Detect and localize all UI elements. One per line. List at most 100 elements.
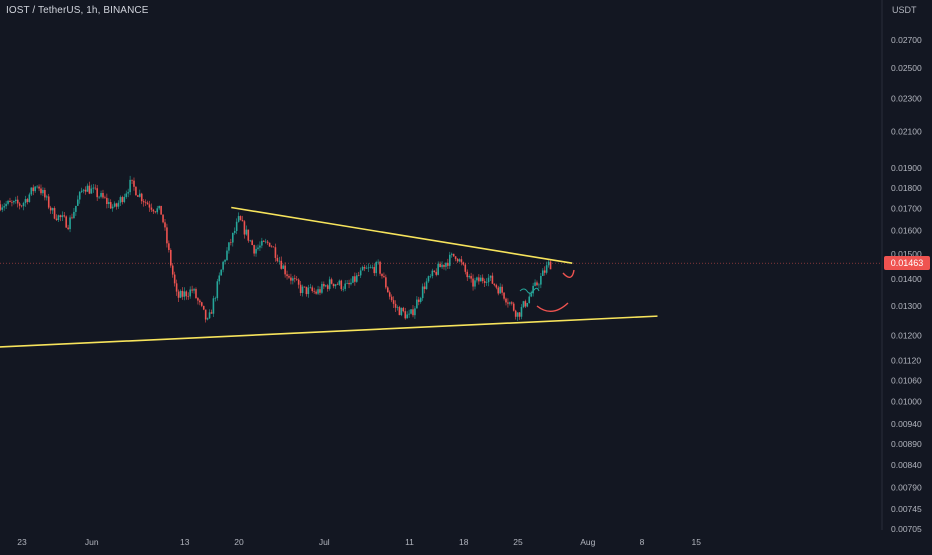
y-tick-label: 0.01800 [891,183,922,193]
candle [540,273,542,289]
candle [336,282,339,286]
candle [3,202,5,211]
candle [299,281,302,296]
y-tick-label: 0.01060 [891,375,922,385]
candle [232,232,234,247]
candle [154,211,157,214]
y-tick-label: 0.01700 [891,204,922,214]
candle [284,262,286,278]
candle [538,282,540,289]
candle [371,264,374,270]
candle [34,185,36,193]
candle [216,278,219,301]
candle [433,270,436,273]
candle [164,218,166,231]
candle [88,181,91,195]
candle [514,309,517,320]
candle [84,186,87,195]
candle [264,238,267,244]
candle [356,272,358,283]
candle [175,279,178,296]
candle [402,306,405,313]
candle [20,205,23,208]
candle [549,259,552,270]
candle [338,279,341,287]
candle [104,195,106,199]
x-tick-label: Jul [319,537,330,547]
candle [140,192,143,205]
candle [545,261,548,275]
candle [509,301,511,306]
candle [361,265,364,271]
candle [452,253,455,257]
candle [201,301,203,308]
candle [429,274,432,279]
candle [485,278,488,286]
candle [222,260,224,273]
y-tick-label: 0.01300 [891,301,922,311]
candle [354,272,356,286]
candle [292,276,294,285]
candle [214,296,217,302]
candle [443,264,445,270]
candle [495,283,498,290]
candle [497,285,500,296]
candle [483,278,486,288]
candle [212,295,215,317]
hand-drawn-scribble[interactable] [519,287,540,294]
candle [326,283,329,292]
candle [42,187,44,197]
candle [220,269,222,276]
candle [392,296,395,309]
candle [7,199,9,206]
trendline-lower[interactable] [0,315,658,349]
trendline-upper[interactable] [231,206,573,264]
x-tick-label: 18 [459,537,469,547]
candle [187,292,190,300]
candle [414,306,416,319]
candle [108,198,110,209]
candle [173,271,176,287]
candle [268,242,271,247]
candle [113,201,116,208]
candle [251,239,253,246]
candle [257,244,259,251]
candle [396,305,399,311]
candle [239,215,242,221]
candle [16,195,19,208]
candle [181,287,184,300]
candle [342,286,345,292]
candle [15,196,17,204]
candle [243,220,246,239]
x-tick-label: 11 [405,537,414,547]
candle [295,275,298,281]
drawings[interactable] [0,206,658,350]
candle [441,261,443,270]
candle [32,184,35,196]
candle [522,300,525,309]
candle [171,263,174,278]
candle [38,184,40,192]
candle [419,296,422,304]
y-tick-label: 0.00705 [891,524,922,534]
candle [350,278,352,286]
candle [1,204,4,213]
x-tick-label: Jun [85,537,99,547]
hand-drawn-arc[interactable] [536,302,569,312]
candle [512,301,515,312]
candle [390,294,393,303]
candle [412,305,414,318]
candle [94,184,97,191]
candle [410,309,412,315]
candle [276,254,279,263]
candle [119,195,122,207]
candle [109,199,112,209]
candle [290,273,292,285]
hand-drawn-arc[interactable] [562,269,575,278]
y-tick-label: 0.01600 [891,226,922,236]
y-tick-label: 0.01900 [891,163,922,173]
y-tick-label: 0.02100 [891,127,922,137]
candle [75,205,77,216]
